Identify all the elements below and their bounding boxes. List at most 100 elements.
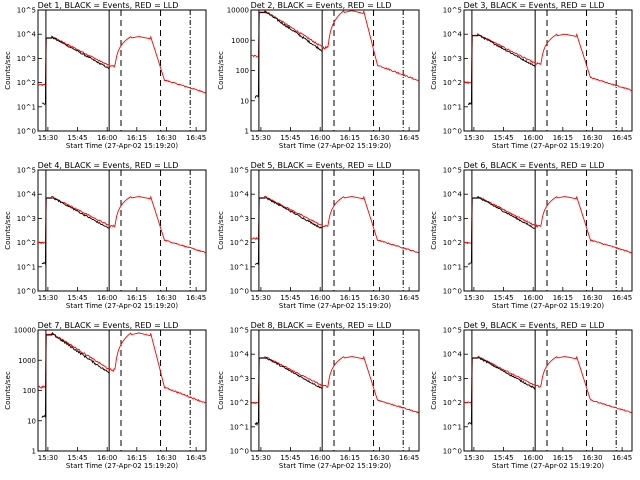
events-series-line	[41, 331, 110, 419]
lld-series-line	[463, 32, 632, 92]
plot-frame	[250, 329, 420, 452]
y-tick-label: 10^2	[17, 239, 36, 247]
detector-7-chart: Det 7, BLACK = Events, RED = LLD 1 10 100 10…	[4, 321, 207, 470]
x-axis-label: Start Time (27-Apr-02 15:19:20)	[279, 302, 391, 310]
panel-title: Det 2, BLACK = Events, RED = LLD	[251, 1, 392, 10]
y-tick-label: 10^4	[17, 31, 37, 39]
x-tick-label: 16:30	[156, 454, 176, 462]
y-tick-label: 10^3	[230, 375, 249, 383]
detector-1-chart: Det 1, BLACK = Events, RED = LLD 10^0 10^1…	[4, 1, 207, 150]
y-tick-label: 10^1	[17, 103, 36, 111]
x-tick-label: 15:45	[280, 134, 300, 142]
plot-frame	[37, 329, 207, 452]
y-tick-label: 10^5	[443, 7, 462, 15]
events-series-line	[41, 35, 110, 105]
x-tick-label: 15:30	[251, 134, 271, 142]
x-tick-label: 16:30	[369, 294, 389, 302]
detector-panel-5: Det 5, BLACK = Events, RED = LLD 10^0 10^1…	[213, 160, 426, 320]
y-tick-label: 10^1	[230, 423, 249, 431]
y-tick-label: 10^0	[230, 448, 249, 456]
detector-5-chart: Det 5, BLACK = Events, RED = LLD 10^0 10^1…	[217, 161, 420, 310]
x-tick-label: 16:45	[186, 294, 206, 302]
lld-series-line	[251, 195, 419, 254]
detector-panel-6: Det 6, BLACK = Events, RED = LLD 10^0 10^1…	[426, 160, 639, 320]
x-tick-label: 16:00	[523, 134, 543, 142]
x-tick-label: 15:45	[280, 294, 300, 302]
y-tick-label: 10^2	[17, 79, 36, 87]
x-tick-label: 16:45	[399, 454, 419, 462]
detector-9-chart: Det 9, BLACK = Events, RED = LLD 10^0 10^1…	[430, 321, 633, 470]
y-tick-label: 10^1	[443, 103, 462, 111]
detector-panel-8: Det 8, BLACK = Events, RED = LLD 10^0 10^1…	[213, 320, 426, 480]
lld-series-line	[463, 195, 632, 254]
y-axis-label: Counts/sec	[4, 51, 12, 90]
x-tick-label: 16:00	[310, 454, 330, 462]
y-tick-label: 10^4	[17, 191, 37, 199]
panel-title: Det 5, BLACK = Events, RED = LLD	[251, 161, 392, 170]
x-tick-label: 15:30	[464, 454, 484, 462]
y-tick-label: 1000	[18, 357, 36, 365]
x-tick-label: 15:30	[38, 454, 58, 462]
y-tick-label: 10^3	[17, 215, 36, 223]
panel-title: Det 4, BLACK = Events, RED = LLD	[38, 161, 179, 170]
x-axis-label: Start Time (27-Apr-02 15:19:20)	[66, 462, 178, 470]
panel-title: Det 6, BLACK = Events, RED = LLD	[464, 161, 605, 170]
y-tick-label: 10^3	[443, 55, 462, 63]
lld-series-line	[250, 355, 419, 414]
x-tick-label: 16:15	[340, 294, 360, 302]
lld-series-line	[37, 195, 206, 254]
x-tick-label: 15:30	[38, 294, 58, 302]
y-tick-label: 1000	[231, 37, 249, 45]
x-tick-label: 16:30	[582, 294, 602, 302]
panel-title: Det 8, BLACK = Events, RED = LLD	[251, 321, 392, 330]
lld-series-line	[37, 35, 206, 94]
x-tick-label: 16:00	[523, 454, 543, 462]
x-tick-label: 16:15	[127, 134, 147, 142]
lld-series-line	[37, 332, 206, 403]
x-axis-label: Start Time (27-Apr-02 15:19:20)	[492, 302, 604, 310]
y-tick-label: 10000	[14, 327, 36, 335]
x-tick-label: 16:30	[369, 134, 389, 142]
plot-frame	[250, 9, 420, 132]
y-axis-label: Counts/sec	[217, 51, 225, 90]
x-tick-label: 16:15	[340, 454, 360, 462]
x-axis-label: Start Time (27-Apr-02 15:19:20)	[279, 142, 391, 150]
x-tick-label: 15:45	[493, 134, 513, 142]
events-series-line	[41, 197, 110, 266]
y-axis-label: Counts/sec	[217, 371, 225, 410]
events-series-line	[467, 34, 536, 106]
x-tick-label: 16:30	[582, 134, 602, 142]
y-axis-label: Counts/sec	[430, 51, 438, 90]
y-tick-label: 10000	[227, 7, 249, 15]
x-tick-label: 15:45	[493, 454, 513, 462]
y-tick-label: 10^5	[17, 7, 36, 15]
y-tick-label: 10^4	[443, 351, 463, 359]
plot-frame	[463, 329, 633, 452]
x-tick-label: 16:00	[523, 294, 543, 302]
y-tick-label: 10	[240, 97, 249, 105]
y-tick-label: 10^1	[443, 263, 462, 271]
y-tick-label: 10^5	[17, 167, 36, 175]
events-series-line	[254, 356, 323, 426]
x-tick-label: 16:00	[97, 454, 117, 462]
x-tick-label: 16:15	[340, 134, 360, 142]
y-tick-label: 10^2	[443, 239, 462, 247]
y-tick-label: 10^0	[230, 288, 249, 296]
x-tick-label: 16:30	[582, 454, 602, 462]
y-tick-label: 10^3	[17, 55, 36, 63]
x-tick-label: 16:30	[369, 454, 389, 462]
detector-panel-2: Det 2, BLACK = Events, RED = LLD 1 10 100 10…	[213, 0, 426, 160]
x-tick-label: 15:30	[464, 134, 484, 142]
y-tick-label: 10^0	[443, 128, 462, 136]
x-tick-label: 16:45	[612, 134, 632, 142]
y-axis-label: Counts/sec	[4, 371, 12, 410]
x-tick-label: 16:45	[612, 454, 632, 462]
y-tick-label: 10^4	[443, 191, 463, 199]
lld-series-line	[250, 9, 419, 81]
y-tick-label: 10^0	[17, 128, 36, 136]
detector-panel-3: Det 3, BLACK = Events, RED = LLD 10^0 10^1…	[426, 0, 639, 160]
y-tick-label: 10	[27, 417, 36, 425]
detector-panel-7: Det 7, BLACK = Events, RED = LLD 1 10 100 10…	[0, 320, 213, 480]
events-series-line	[467, 356, 536, 426]
